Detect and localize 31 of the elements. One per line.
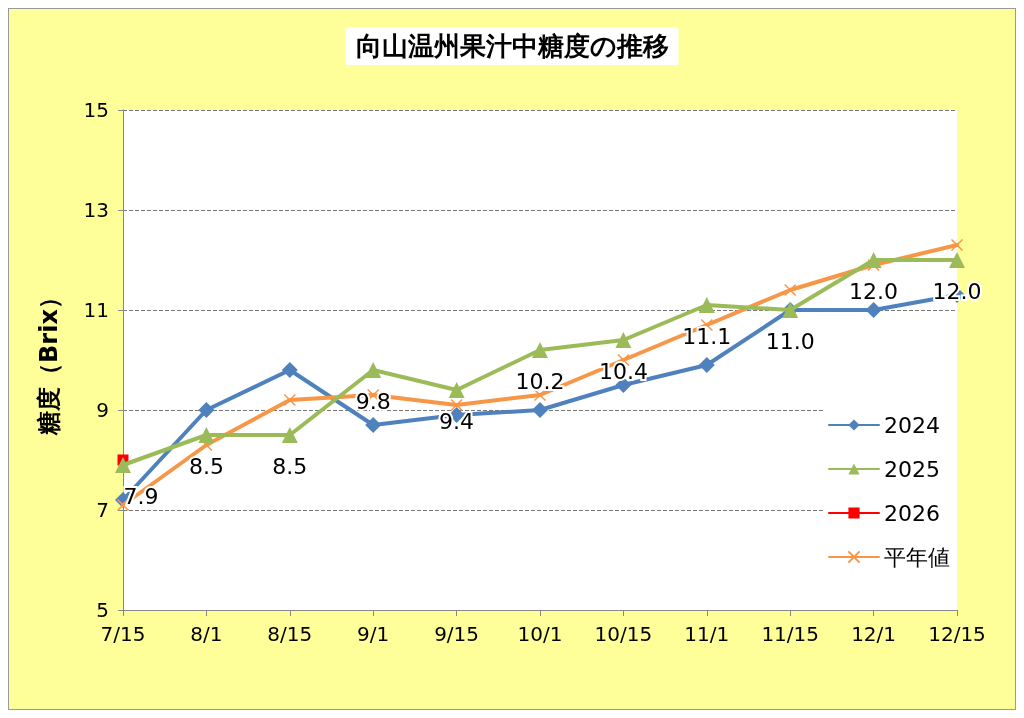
x-tick-label: 10/15: [594, 622, 653, 646]
data-label: 8.5: [272, 453, 308, 479]
y-tick-label: 9: [96, 398, 109, 422]
x-tick-label: 7/15: [100, 622, 146, 646]
chart-title: 向山温州果汁中糖度の推移: [355, 31, 669, 61]
legend-label: 平年値: [884, 544, 950, 570]
x-tick-label: 9/15: [434, 622, 480, 646]
legend-label: 2026: [884, 500, 940, 526]
legend-label: 2024: [884, 412, 940, 438]
y-tick-label: 13: [83, 198, 109, 222]
data-label: 12.0: [932, 278, 982, 304]
data-label: 11.0: [765, 328, 815, 354]
y-tick-label: 5: [96, 598, 109, 622]
x-tick-label: 12/15: [928, 622, 986, 646]
x-tick-label: 11/1: [684, 622, 730, 646]
y-tick-label: 15: [83, 98, 109, 122]
x-tick-label: 8/15: [267, 622, 313, 646]
x-tick-label: 11/15: [761, 622, 820, 646]
x-tick-label: 8/1: [190, 622, 223, 646]
data-label: 10.4: [598, 358, 648, 384]
data-label: 12.0: [849, 278, 899, 304]
y-tick-label: 11: [83, 298, 109, 322]
x-tick-label: 10/1: [517, 622, 563, 646]
data-label: 11.1: [682, 323, 732, 349]
x-tick-label: 12/1: [851, 622, 897, 646]
x-tick-label: 9/1: [357, 622, 390, 646]
y-axis-title: 糖度（Brix）: [35, 285, 63, 436]
data-label: 8.5: [188, 453, 224, 479]
data-label: 10.2: [515, 368, 565, 394]
legend-label: 2025: [884, 456, 940, 482]
y-tick-label: 7: [96, 498, 109, 522]
